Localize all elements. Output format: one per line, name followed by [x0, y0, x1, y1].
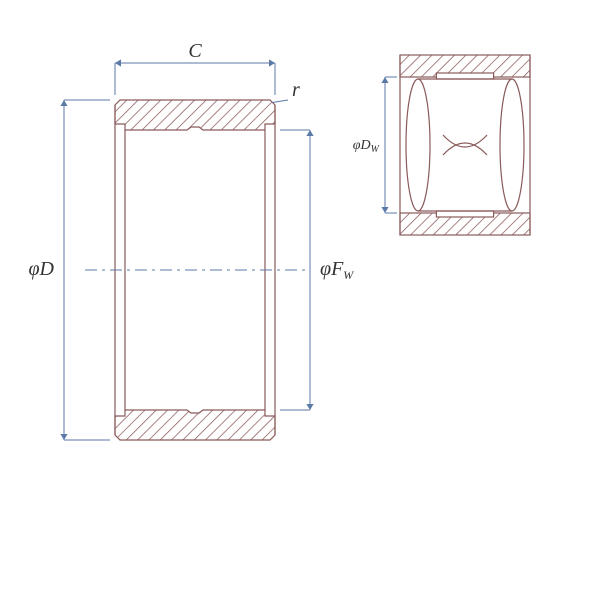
side-roller-right-end [500, 79, 524, 211]
leader-r [273, 100, 289, 103]
label-c: C [188, 40, 202, 62]
label-r: r [292, 79, 300, 101]
label-phi-dw: φDW [353, 138, 381, 155]
side-roller-left-end [406, 79, 430, 211]
break-line-1 [443, 135, 487, 147]
break-line-2 [443, 143, 487, 155]
side-cage-bot [436, 211, 493, 217]
label-phi-fw: φFW [320, 258, 354, 282]
label-phi-d: φD [28, 258, 54, 280]
side-view [400, 55, 530, 235]
side-cage-top [436, 73, 493, 79]
